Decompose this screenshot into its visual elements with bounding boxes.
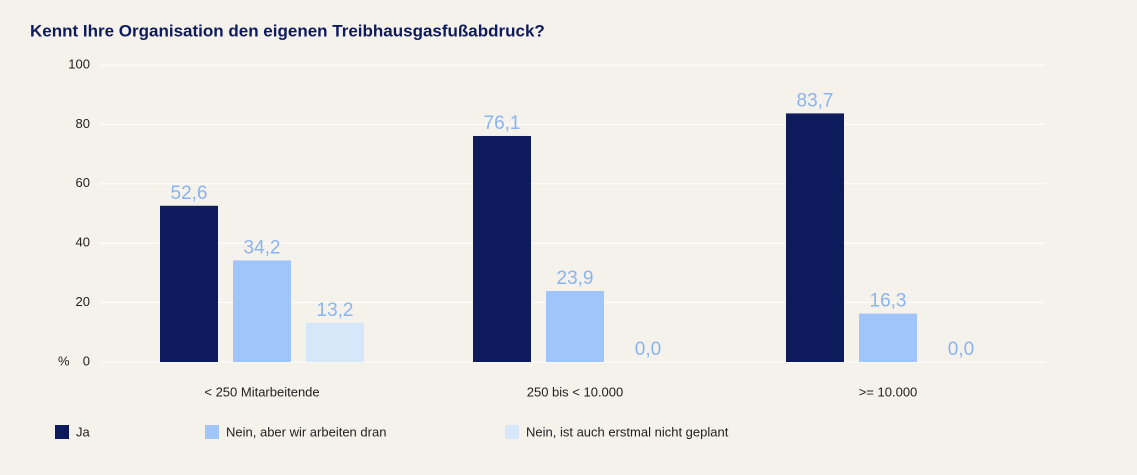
- chart-title: Kennt Ihre Organisation den eigenen Trei…: [30, 21, 545, 40]
- data-label: 34,2: [244, 237, 281, 258]
- data-label: 0,0: [948, 339, 974, 360]
- y-axis-label: %: [58, 353, 70, 368]
- y-tick-label: 100: [68, 56, 90, 71]
- data-label: 52,6: [171, 183, 208, 204]
- legend-swatch: [505, 425, 519, 439]
- bar: [233, 260, 291, 362]
- legend-swatch: [55, 425, 69, 439]
- data-label: 13,2: [317, 300, 354, 321]
- y-tick-label: 80: [76, 116, 90, 131]
- bar: [306, 322, 364, 362]
- x-tick-label: 250 bis < 10.000: [527, 384, 624, 399]
- data-label: 23,9: [557, 268, 594, 289]
- legend-label: Nein, aber wir arbeiten dran: [226, 424, 386, 439]
- data-label: 16,3: [870, 291, 907, 312]
- bar: [546, 291, 604, 362]
- data-label: 0,0: [635, 339, 661, 360]
- bar: [786, 113, 844, 362]
- y-tick-label: 0: [83, 353, 90, 368]
- legend-swatch: [205, 425, 219, 439]
- y-tick-label: 40: [76, 235, 90, 250]
- bar: [160, 205, 218, 362]
- y-tick-label: 20: [76, 294, 90, 309]
- legend-label: Nein, ist auch erstmal nicht geplant: [526, 424, 729, 439]
- data-label: 83,7: [797, 90, 834, 111]
- bar: [473, 135, 531, 362]
- x-tick-label: < 250 Mitarbeitende: [204, 384, 319, 399]
- y-tick-label: 60: [76, 175, 90, 190]
- bar: [859, 313, 917, 362]
- x-tick-label: >= 10.000: [859, 384, 918, 399]
- data-label: 76,1: [484, 113, 521, 134]
- legend-label: Ja: [76, 424, 91, 439]
